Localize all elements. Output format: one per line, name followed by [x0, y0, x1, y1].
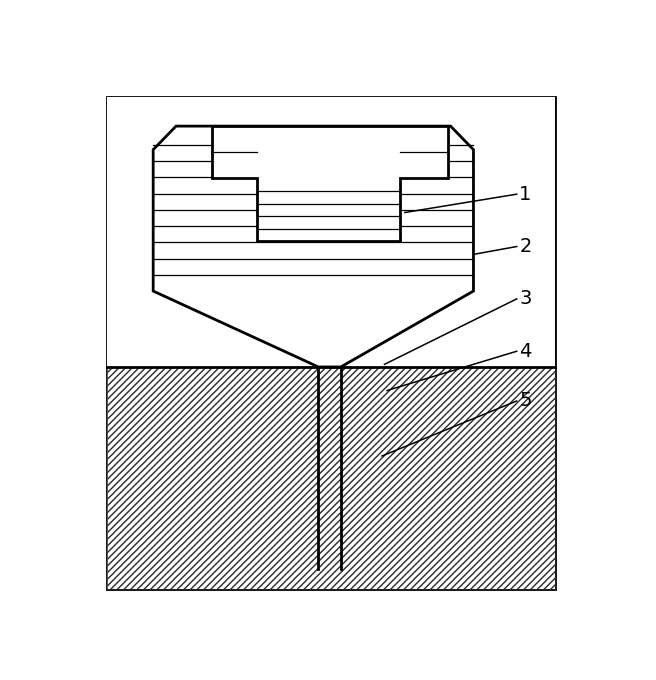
Text: 4: 4 — [519, 342, 531, 361]
Text: 3: 3 — [519, 290, 531, 309]
Polygon shape — [108, 97, 555, 367]
Polygon shape — [212, 126, 448, 241]
Polygon shape — [108, 367, 555, 590]
Text: 2: 2 — [519, 237, 531, 256]
Polygon shape — [153, 126, 474, 367]
Text: 5: 5 — [519, 392, 532, 411]
Text: 1: 1 — [519, 185, 531, 204]
